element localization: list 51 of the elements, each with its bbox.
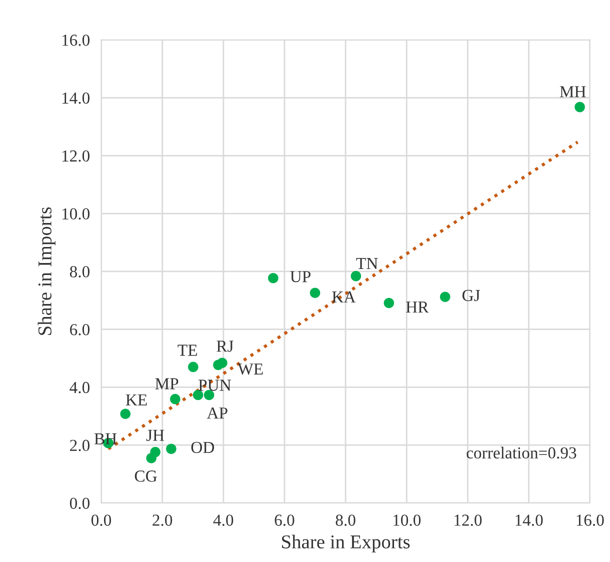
point [120, 408, 131, 419]
point [310, 288, 320, 298]
x-tick-label: 8.0 [336, 514, 356, 526]
annotation: JH [146, 430, 164, 441]
y-tick-label: 6.0 [70, 324, 90, 336]
annotation: HR [406, 302, 429, 313]
annotation: CG [134, 470, 157, 482]
y-tick-label: 2.0 [70, 440, 90, 452]
x-tick-label: 6.0 [274, 514, 294, 526]
x-tick-label: 16.0 [576, 514, 604, 526]
point [384, 298, 394, 308]
y-tick-label: 0.0 [70, 498, 90, 510]
y-tick-label: 8.0 [70, 266, 90, 278]
point [166, 444, 176, 454]
y-tick-label: 16.0 [62, 34, 90, 46]
x-axis-title: Share in Exports [282, 534, 410, 552]
y-tick-label: 12.0 [62, 150, 90, 162]
point [574, 102, 585, 112]
annotation: MH [560, 86, 586, 98]
point [146, 452, 156, 464]
annotation: PUN [198, 380, 232, 391]
annotation: TN [356, 258, 378, 269]
x-tick-label: 4.0 [213, 514, 234, 526]
x-tick-label: 2.0 [152, 514, 172, 526]
x-tick-label: 0.0 [91, 514, 112, 526]
y-tick-label: 10.0 [62, 208, 90, 220]
x-tick-label: 14.0 [516, 514, 543, 526]
annotation: WE [238, 364, 263, 375]
point [440, 292, 450, 302]
x-tick-label: 10.0 [394, 514, 421, 526]
y-tick-label: 4.0 [70, 382, 90, 394]
annotation: AP [206, 407, 228, 418]
y-tick-label: 14.0 [62, 92, 90, 104]
annotation: TE [178, 344, 197, 356]
annotation: MP [155, 378, 178, 390]
annotation: KE [126, 394, 147, 406]
point [350, 270, 362, 282]
annotation: BH [94, 433, 117, 444]
annotation: correlation=0.93 [466, 446, 576, 459]
point [213, 360, 224, 370]
x-tick-label: 12.0 [454, 514, 482, 526]
annotation: GJ [462, 290, 480, 302]
point [268, 272, 278, 284]
point [170, 394, 180, 404]
annotation: KA [332, 291, 356, 302]
annotation: UP [290, 271, 310, 282]
point [188, 362, 198, 372]
y-axis-title: Share in Imports [38, 207, 56, 335]
annotation: RJ [216, 340, 234, 352]
point [192, 390, 204, 400]
annotation: OD [191, 442, 214, 454]
